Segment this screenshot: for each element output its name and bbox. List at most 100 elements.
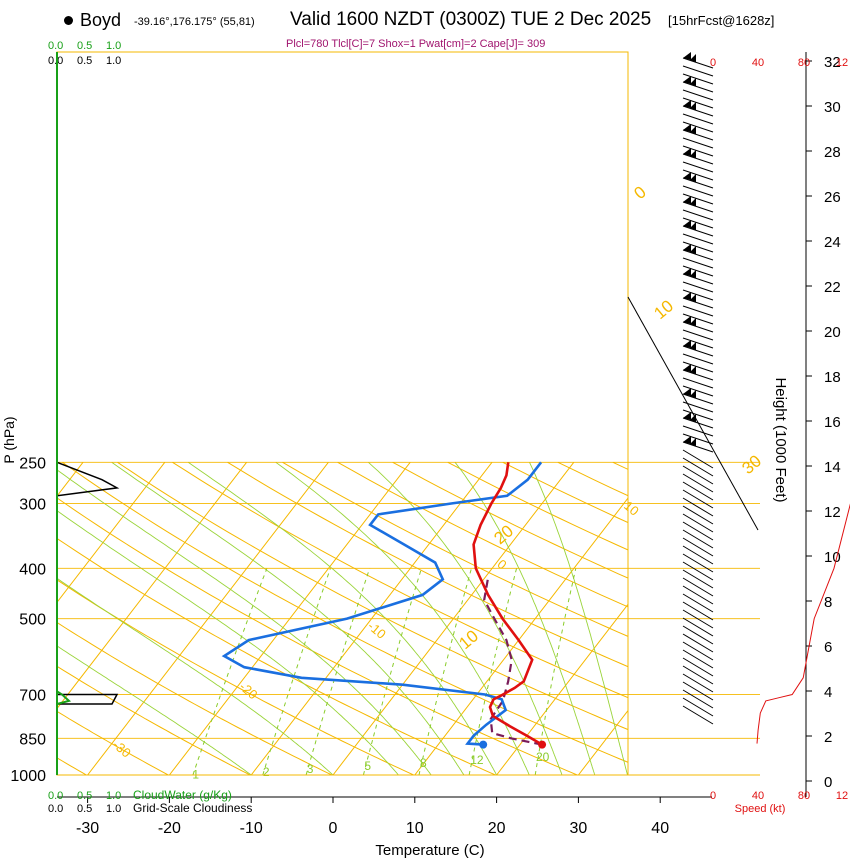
- wind-barb-flag: [683, 388, 696, 398]
- cloud-scale-label: 1.0: [106, 55, 121, 67]
- speed-scale-label: 12: [836, 57, 848, 69]
- height-tick-label: 0: [824, 774, 832, 791]
- temperature-line: [472, 462, 543, 746]
- wind-barb: [682, 137, 714, 149]
- wind-barb: [682, 425, 714, 437]
- isotherm-label: 10: [621, 498, 642, 519]
- wind-barb: [682, 145, 714, 157]
- wind-barb-flag: [683, 76, 696, 86]
- wind-barb: [682, 585, 714, 605]
- wind-barb: [682, 265, 714, 277]
- wind-barb: [682, 409, 714, 421]
- wind-barb: [682, 393, 714, 405]
- wind-barb: [682, 545, 714, 565]
- wind-barb: [682, 681, 714, 701]
- adiabat-label: 30: [738, 451, 765, 478]
- wind-barb: [682, 513, 714, 533]
- mixing-ratio-label: 20: [536, 750, 550, 764]
- wind-barb: [682, 281, 714, 293]
- mixing-ratio-line: [305, 568, 371, 775]
- mixing-ratio-label: 3: [307, 762, 314, 776]
- height-tick-label: 30: [824, 99, 841, 116]
- wind-barb: [682, 537, 714, 557]
- legend-cloudiness: Grid-Scale Cloudiness: [133, 801, 252, 815]
- pressure-label: 400: [19, 561, 46, 578]
- cloud-scale-label: 1.0: [106, 803, 121, 815]
- wind-barb: [682, 129, 714, 141]
- wind-barb-flag: [683, 52, 696, 62]
- wind-barb-flag: [683, 148, 696, 158]
- wind-barb: [682, 465, 714, 485]
- wind-barb: [682, 705, 714, 725]
- wind-barb: [682, 153, 714, 165]
- wind-barb: [682, 665, 714, 685]
- speed-scale-label: 80: [798, 57, 810, 69]
- cloud-scale-label: 1.0: [106, 40, 121, 52]
- moist-adiabat: [275, 461, 530, 775]
- wind-barb: [682, 193, 714, 205]
- moist-adiabat: [57, 469, 432, 775]
- surface-dewpoint-dot: [479, 740, 488, 749]
- wind-barb: [682, 65, 714, 77]
- wind-barb: [682, 305, 714, 317]
- height-tick-label: 24: [824, 234, 841, 251]
- wind-barb: [682, 657, 714, 677]
- pressure-label: 500: [19, 612, 46, 629]
- dry-adiabat: [57, 579, 414, 775]
- pressure-label: 700: [19, 688, 46, 705]
- dry-adiabat: [392, 461, 628, 579]
- wind-barb: [682, 609, 714, 629]
- mixing-ratio-label: 5: [364, 759, 371, 773]
- wind-barb: [682, 121, 714, 133]
- wind-barb: [682, 97, 714, 109]
- height-tick-label: 22: [824, 279, 841, 296]
- cloud-scale-label: 0.0: [48, 790, 63, 802]
- wind-barb-flag: [683, 124, 696, 134]
- cloud-scale-label: 0.0: [48, 40, 63, 52]
- wind-barb: [682, 633, 714, 653]
- x-tick-label: 30: [570, 820, 588, 837]
- wind-barb: [682, 481, 714, 501]
- moist-adiabat: [57, 510, 399, 775]
- forecast-info: [15hrFcst@1628z]: [668, 13, 775, 28]
- height-tick-label: 32: [824, 54, 841, 71]
- cloud-scale-label: 0.5: [77, 40, 92, 52]
- moist-adiabat: [529, 462, 628, 775]
- mixing-ratio-line: [262, 568, 331, 775]
- sounding-params: Plcl=780 Tlcl[C]=7 Shox=1 Pwat[cm]=2 Cap…: [286, 38, 546, 50]
- dewpoint-line: [221, 461, 543, 746]
- speed-scale-label: 0: [710, 57, 716, 69]
- height-tick-label: 18: [824, 369, 841, 386]
- cloud-scale-label: 0.5: [77, 803, 92, 815]
- wind-barb: [682, 361, 714, 373]
- wind-barb: [682, 113, 714, 125]
- wind-barbs: [682, 52, 714, 725]
- height-axis-title: Height (1000 Feet): [772, 377, 789, 502]
- speed-scale-label: 0: [710, 790, 716, 802]
- speed-scale-label: 40: [752, 790, 764, 802]
- mixing-ratio-line: [192, 568, 268, 775]
- wind-barb-flag: [683, 268, 696, 278]
- wind-barb: [682, 57, 714, 69]
- wind-barb: [682, 289, 714, 301]
- height-tick-label: 26: [824, 189, 841, 206]
- cloud-scale-label: 0.5: [77, 55, 92, 67]
- wind-barb: [682, 233, 714, 245]
- wind-barb: [682, 673, 714, 693]
- wind-barb: [682, 369, 714, 381]
- wind-barb: [682, 241, 714, 253]
- height-tick-label: 10: [824, 549, 841, 566]
- wind-barb: [682, 81, 714, 93]
- wind-barb: [682, 73, 714, 85]
- wind-barb: [682, 497, 714, 517]
- isotherm-label: -20: [236, 679, 260, 703]
- wind-barb: [682, 641, 714, 661]
- wind-barb: [682, 625, 714, 645]
- x-axis-title: Temperature (C): [375, 842, 484, 859]
- wind-barb: [682, 337, 714, 349]
- dry-adiabat: [282, 461, 628, 637]
- pressure-label: 850: [19, 731, 46, 748]
- wind-barb: [682, 201, 714, 213]
- wind-barb: [682, 321, 714, 333]
- mixing-ratio-label: 12: [470, 753, 484, 767]
